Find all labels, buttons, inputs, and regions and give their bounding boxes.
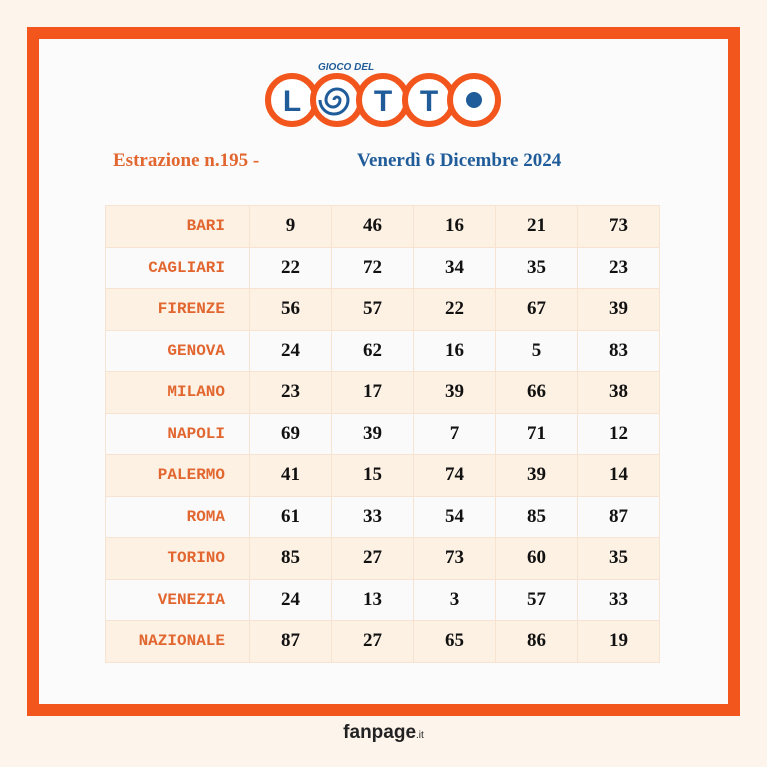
number: 13 [331, 578, 414, 621]
number: 86 [495, 620, 578, 663]
number: 24 [249, 578, 332, 621]
number: 33 [331, 495, 414, 538]
number: 34 [413, 246, 496, 289]
number: 38 [577, 371, 660, 414]
row: BARI 9 46 16 21 73 [105, 205, 660, 248]
number: 67 [495, 288, 578, 331]
number: 62 [331, 329, 414, 372]
number: 61 [249, 495, 332, 538]
row: ROMA 61 33 54 85 87 [105, 495, 660, 538]
city: CAGLIARI [105, 246, 250, 289]
number: 15 [331, 454, 414, 497]
number: 54 [413, 495, 496, 538]
number: 66 [495, 371, 578, 414]
number: 16 [413, 205, 496, 248]
number: 9 [249, 205, 332, 248]
draw-number: Estrazione n.195 - [113, 150, 260, 171]
number: 23 [577, 246, 660, 289]
draw-date: Venerdì 6 Dicembre 2024 [357, 150, 562, 171]
city: BARI [105, 205, 250, 248]
number: 27 [331, 537, 414, 580]
number: 23 [249, 371, 332, 414]
city: VENEZIA [105, 578, 250, 621]
city: ROMA [105, 495, 250, 538]
row: PALERMO 41 15 74 39 14 [105, 454, 660, 497]
number: 87 [249, 620, 332, 663]
number: 22 [413, 288, 496, 331]
row: TORINO 85 27 73 60 35 [105, 537, 660, 580]
city: FIRENZE [105, 288, 250, 331]
number: 22 [249, 246, 332, 289]
city: TORINO [105, 537, 250, 580]
number: 73 [413, 537, 496, 580]
city: GENOVA [105, 329, 250, 372]
number: 39 [331, 412, 414, 455]
logo-top: GIOCO DEL [318, 62, 374, 73]
number: 7 [413, 412, 496, 455]
city: NAPOLI [105, 412, 250, 455]
row: NAPOLI 69 39 7 71 12 [105, 412, 660, 455]
row: GENOVA 24 62 16 5 83 [105, 329, 660, 372]
city: PALERMO [105, 454, 250, 497]
number: 46 [331, 205, 414, 248]
number: 39 [413, 371, 496, 414]
logo-letter: T [374, 85, 392, 118]
number: 12 [577, 412, 660, 455]
number: 14 [577, 454, 660, 497]
number: 17 [331, 371, 414, 414]
number: 24 [249, 329, 332, 372]
number: 33 [577, 578, 660, 621]
brand: fanpage [343, 722, 417, 743]
number: 71 [495, 412, 578, 455]
row: NAZIONALE 87 27 65 86 19 [105, 620, 660, 663]
number: 56 [249, 288, 332, 331]
number: 41 [249, 454, 332, 497]
results-table: BARI 9 46 16 21 73 CAGLIARI 22 72 34 35 23 FIRENZE 56… [105, 205, 660, 663]
row: FIRENZE 56 57 22 67 39 [105, 288, 660, 331]
city: MILANO [105, 371, 250, 414]
brand-suffix: .it [416, 730, 424, 741]
number: 39 [577, 288, 660, 331]
number: 5 [495, 329, 578, 372]
number: 73 [577, 205, 660, 248]
number: 85 [495, 495, 578, 538]
number: 65 [413, 620, 496, 663]
row: VENEZIA 24 13 3 57 33 [105, 578, 660, 621]
row: CAGLIARI 22 72 34 35 23 [105, 246, 660, 289]
number: 74 [413, 454, 496, 497]
number: 39 [495, 454, 578, 497]
number: 57 [495, 578, 578, 621]
row: MILANO 23 17 39 66 38 [105, 371, 660, 414]
number: 57 [331, 288, 414, 331]
number: 27 [331, 620, 414, 663]
number: 35 [577, 537, 660, 580]
number: 72 [331, 246, 414, 289]
logo-letter: T [420, 85, 438, 118]
number: 35 [495, 246, 578, 289]
number: 3 [413, 578, 496, 621]
footer: fanpage.it [0, 722, 767, 744]
number: 87 [577, 495, 660, 538]
number: 60 [495, 537, 578, 580]
number: 16 [413, 329, 496, 372]
number: 21 [495, 205, 578, 248]
number: 19 [577, 620, 660, 663]
number: 85 [249, 537, 332, 580]
logo-letter: L [283, 85, 301, 118]
city: NAZIONALE [105, 620, 250, 663]
number: 83 [577, 329, 660, 372]
number: 69 [249, 412, 332, 455]
